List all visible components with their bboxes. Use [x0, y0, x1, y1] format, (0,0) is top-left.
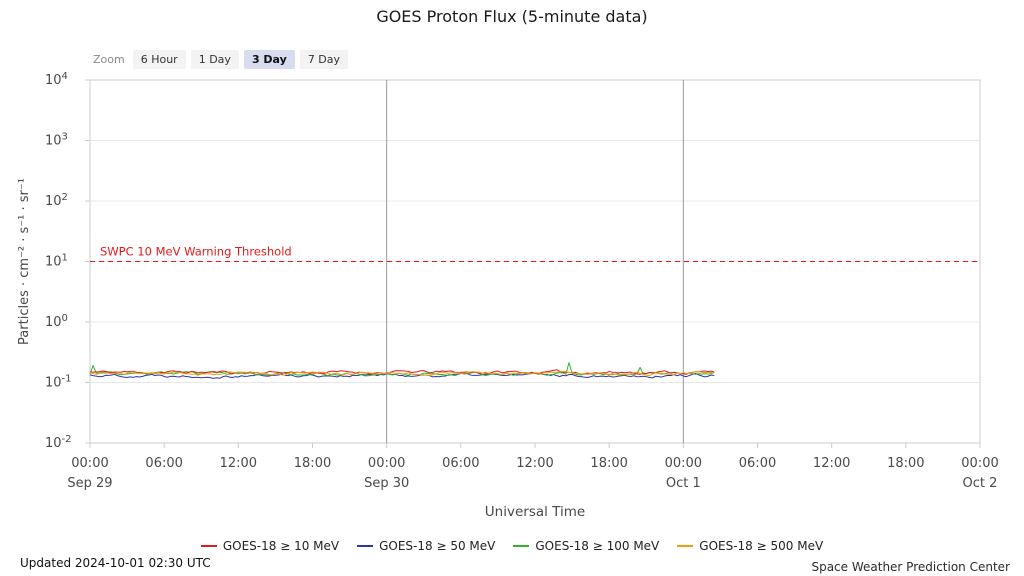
series-line-1	[89, 372, 715, 379]
zoom-control: Zoom 6 Hour 1 Day 3 Day 7 Day	[93, 50, 349, 70]
legend-swatch-50mev-icon	[357, 545, 374, 547]
x-axis-title: Universal Time	[485, 504, 585, 520]
chart-title: GOES Proton Flux (5-minute data)	[376, 7, 648, 26]
y-axis-title: Particles · cm⁻² · s⁻¹ · sr⁻¹	[17, 178, 32, 345]
y-tick-label: 10-1	[45, 374, 72, 391]
zoom-label: Zoom	[93, 53, 125, 67]
x-tick-label: 12:00	[220, 456, 257, 471]
x-tick-label: 12:00	[516, 456, 553, 471]
y-tick-label: 101	[45, 253, 68, 270]
legend-swatch-500mev-icon	[677, 545, 694, 547]
y-tick-label: 103	[45, 132, 68, 149]
legend-item-50mev[interactable]: GOES-18 ≥ 50 MeV	[357, 539, 495, 553]
legend-item-500mev[interactable]: GOES-18 ≥ 500 MeV	[677, 539, 823, 553]
y-tick-label: 102	[45, 192, 68, 209]
x-tick-label: 18:00	[294, 456, 331, 471]
zoom-button-7-day[interactable]: 7 Day	[299, 50, 349, 70]
zoom-button-6-hour[interactable]: 6 Hour	[132, 50, 186, 70]
x-tick-label: 06:00	[739, 456, 776, 471]
x-tick-label: 06:00	[442, 456, 479, 471]
legend-label-100mev: GOES-18 ≥ 100 MeV	[535, 539, 660, 553]
x-tick-label: 06:00	[145, 456, 182, 471]
x-tick-label: 12:00	[813, 456, 850, 471]
y-tick-label: 10-2	[45, 434, 72, 451]
chart-area[interactable]: 104 103 102 101 100 10-1 10-2 00:00 06:00 12:00 18…	[0, 70, 1024, 530]
warning-threshold-label: SWPC 10 MeV Warning Threshold	[100, 245, 292, 259]
legend-label-10mev: GOES-18 ≥ 10 MeV	[222, 539, 340, 553]
x-tick-label: 00:00	[71, 456, 108, 471]
y-tick-label: 104	[45, 71, 68, 88]
legend-item-100mev[interactable]: GOES-18 ≥ 100 MeV	[513, 539, 659, 553]
x-tick-label: 00:00	[368, 456, 405, 471]
x-date-label: Oct 2	[963, 476, 998, 491]
source-attribution: Space Weather Prediction Center	[811, 560, 1010, 574]
legend-item-10mev[interactable]: GOES-18 ≥ 10 MeV	[200, 539, 340, 553]
legend-swatch-100mev-icon	[513, 545, 530, 547]
proton-flux-chart[interactable]: 104 103 102 101 100 10-1 10-2 00:00 06:00 12:00 18…	[0, 70, 1024, 530]
y-tick-label: 100	[45, 313, 68, 330]
x-tick-label: 00:00	[665, 456, 702, 471]
legend-label-50mev: GOES-18 ≥ 50 MeV	[379, 539, 496, 553]
legend: GOES-18 ≥ 10 MeV GOES-18 ≥ 50 MeV GOES-1…	[0, 539, 1024, 553]
x-date-label: Sep 29	[67, 476, 112, 491]
x-date-label: Oct 1	[666, 476, 701, 491]
x-tick-label: 00:00	[961, 456, 998, 471]
series-line-0	[89, 369, 715, 375]
x-tick-label: 18:00	[590, 456, 627, 471]
updated-timestamp: Updated 2024-10-01 02:30 UTC	[20, 556, 211, 570]
series-line-3	[89, 370, 715, 377]
x-date-label: Sep 30	[364, 476, 409, 491]
legend-swatch-10mev-icon	[200, 545, 217, 547]
zoom-button-3-day[interactable]: 3 Day	[243, 50, 295, 70]
legend-label-500mev: GOES-18 ≥ 500 MeV	[699, 539, 824, 553]
zoom-button-1-day[interactable]: 1 Day	[190, 50, 239, 70]
x-tick-label: 18:00	[887, 456, 924, 471]
